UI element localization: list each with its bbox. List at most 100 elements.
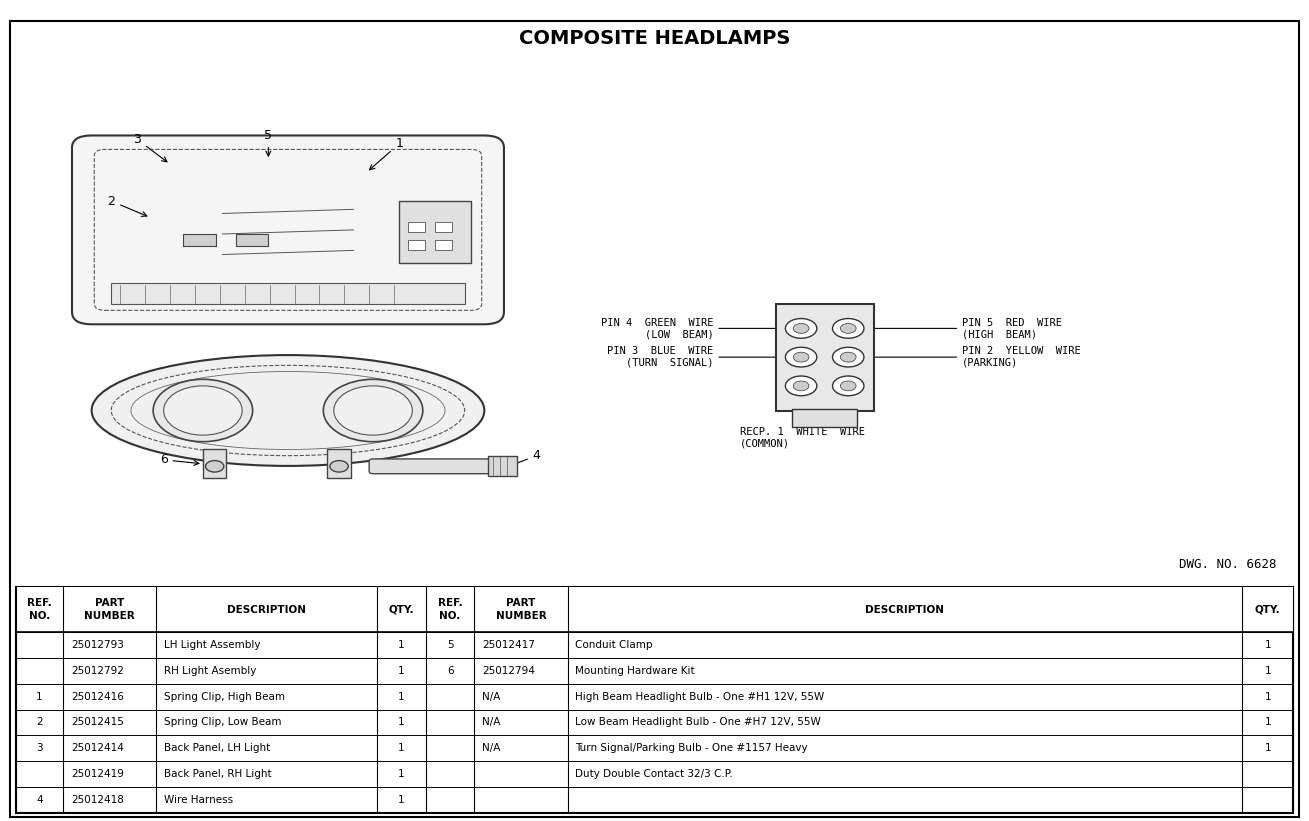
- Text: 1: 1: [1264, 640, 1271, 650]
- Text: Spring Clip, High Beam: Spring Clip, High Beam: [164, 691, 285, 702]
- Text: PIN 5  RED  WIRE
(HIGH  BEAM): PIN 5 RED WIRE (HIGH BEAM): [852, 318, 1062, 339]
- Text: REF.
NO.: REF. NO.: [437, 599, 462, 621]
- Text: 3: 3: [37, 743, 43, 754]
- Text: PIN 4  GREEN  WIRE
(LOW  BEAM): PIN 4 GREEN WIRE (LOW BEAM): [601, 318, 797, 339]
- Bar: [327, 449, 351, 478]
- Text: 3: 3: [134, 133, 168, 162]
- Text: 4: 4: [37, 795, 43, 805]
- Text: 6: 6: [446, 666, 453, 676]
- Bar: [408, 222, 425, 232]
- Text: Back Panel, LH Light: Back Panel, LH Light: [164, 743, 271, 754]
- Text: 1: 1: [398, 640, 404, 650]
- Text: QTY.: QTY.: [389, 604, 415, 615]
- Text: Duty Double Contact 32/3 C.P.: Duty Double Contact 32/3 C.P.: [576, 769, 733, 779]
- Text: 25012792: 25012792: [71, 666, 124, 676]
- Circle shape: [793, 381, 809, 391]
- Text: 1: 1: [369, 137, 403, 170]
- Ellipse shape: [92, 355, 484, 466]
- Circle shape: [330, 461, 348, 472]
- Text: N/A: N/A: [482, 718, 500, 727]
- Text: RECP. 1  WHITE  WIRE
(COMMON): RECP. 1 WHITE WIRE (COMMON): [740, 390, 864, 448]
- Text: 25012419: 25012419: [71, 769, 124, 779]
- Text: 1: 1: [1264, 691, 1271, 702]
- Text: 25012416: 25012416: [71, 691, 124, 702]
- Circle shape: [153, 379, 253, 442]
- Text: PART
NUMBER: PART NUMBER: [84, 599, 135, 621]
- Bar: [236, 234, 268, 246]
- Circle shape: [833, 319, 864, 338]
- Circle shape: [840, 381, 856, 391]
- Circle shape: [785, 376, 817, 396]
- Circle shape: [164, 386, 242, 435]
- Text: 25012415: 25012415: [71, 718, 124, 727]
- Text: PART
NUMBER: PART NUMBER: [496, 599, 546, 621]
- Text: 1: 1: [398, 769, 404, 779]
- Text: REF.
NO.: REF. NO.: [27, 599, 52, 621]
- Text: Wire Harness: Wire Harness: [164, 795, 233, 805]
- Text: 6: 6: [160, 453, 199, 466]
- FancyBboxPatch shape: [369, 459, 501, 474]
- Bar: [435, 222, 452, 232]
- Text: 5: 5: [446, 640, 453, 650]
- Text: 25012793: 25012793: [71, 640, 124, 650]
- Text: 1: 1: [398, 691, 404, 702]
- Text: Conduit Clamp: Conduit Clamp: [576, 640, 653, 650]
- Circle shape: [833, 347, 864, 367]
- Bar: [792, 409, 857, 427]
- Text: N/A: N/A: [482, 691, 500, 702]
- Text: 25012794: 25012794: [482, 666, 535, 676]
- Bar: [16, 587, 1293, 813]
- Text: 1: 1: [398, 795, 404, 805]
- Text: 5: 5: [264, 129, 272, 156]
- Circle shape: [793, 323, 809, 333]
- Text: Mounting Hardware Kit: Mounting Hardware Kit: [576, 666, 695, 676]
- Text: 1: 1: [398, 666, 404, 676]
- Text: High Beam Headlight Bulb - One #H1 12V, 55W: High Beam Headlight Bulb - One #H1 12V, …: [576, 691, 825, 702]
- Bar: [183, 234, 216, 246]
- Circle shape: [323, 379, 423, 442]
- Circle shape: [785, 347, 817, 367]
- FancyBboxPatch shape: [775, 304, 873, 410]
- Text: Low Beam Headlight Bulb - One #H7 12V, 55W: Low Beam Headlight Bulb - One #H7 12V, 5…: [576, 718, 821, 727]
- Circle shape: [833, 376, 864, 396]
- Text: 2: 2: [37, 718, 43, 727]
- Circle shape: [785, 319, 817, 338]
- Text: DESCRIPTION: DESCRIPTION: [865, 604, 944, 615]
- Circle shape: [793, 352, 809, 362]
- Text: LH Light Assembly: LH Light Assembly: [164, 640, 260, 650]
- Text: Turn Signal/Parking Bulb - One #1157 Heavy: Turn Signal/Parking Bulb - One #1157 Hea…: [576, 743, 808, 754]
- Text: DWG. NO. 6628: DWG. NO. 6628: [1179, 557, 1276, 571]
- Bar: [203, 449, 226, 478]
- Bar: [408, 240, 425, 250]
- Text: COMPOSITE HEADLAMPS: COMPOSITE HEADLAMPS: [518, 29, 791, 48]
- Text: DESCRIPTION: DESCRIPTION: [228, 604, 306, 615]
- Text: 1: 1: [398, 718, 404, 727]
- Text: PIN 3  BLUE  WIRE
(TURN  SIGNAL): PIN 3 BLUE WIRE (TURN SIGNAL): [607, 346, 797, 368]
- Text: 1: 1: [398, 743, 404, 754]
- FancyBboxPatch shape: [399, 201, 471, 263]
- Text: 1: 1: [37, 691, 43, 702]
- Text: QTY.: QTY.: [1255, 604, 1280, 615]
- Text: 1: 1: [1264, 718, 1271, 727]
- Text: Back Panel, RH Light: Back Panel, RH Light: [164, 769, 272, 779]
- Text: 1: 1: [1264, 743, 1271, 754]
- Bar: [488, 456, 517, 476]
- Text: PIN 2  YELLOW  WIRE
(PARKING): PIN 2 YELLOW WIRE (PARKING): [852, 346, 1081, 368]
- Circle shape: [206, 461, 224, 472]
- Text: RH Light Asembly: RH Light Asembly: [164, 666, 257, 676]
- Bar: [111, 283, 465, 304]
- Text: 1: 1: [1264, 666, 1271, 676]
- FancyBboxPatch shape: [72, 135, 504, 324]
- Text: 4: 4: [508, 449, 541, 467]
- Text: N/A: N/A: [482, 743, 500, 754]
- Text: Spring Clip, Low Beam: Spring Clip, Low Beam: [164, 718, 281, 727]
- Circle shape: [840, 323, 856, 333]
- Bar: [16, 587, 1293, 632]
- Text: 25012418: 25012418: [71, 795, 124, 805]
- Circle shape: [334, 386, 412, 435]
- Text: 25012414: 25012414: [71, 743, 124, 754]
- Text: 25012417: 25012417: [482, 640, 535, 650]
- Text: 2: 2: [107, 195, 147, 217]
- Bar: [435, 240, 452, 250]
- Circle shape: [840, 352, 856, 362]
